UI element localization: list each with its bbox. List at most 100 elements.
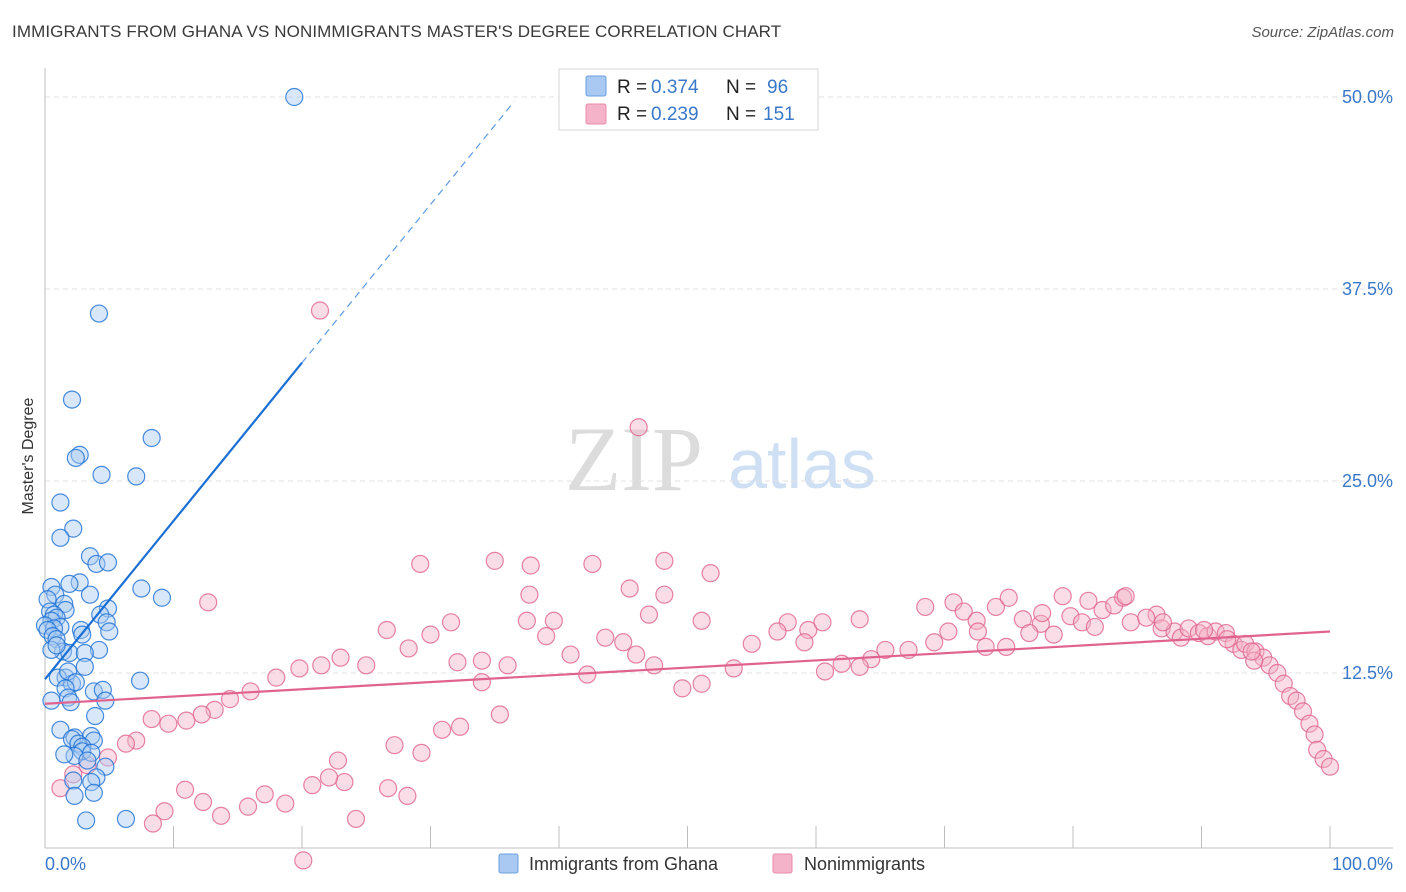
data-point: [82, 772, 101, 792]
legend-r-value-2: 0.239: [651, 104, 699, 125]
data-point: [537, 627, 556, 646]
data-point: [472, 673, 491, 692]
legend-n-label-1: N =: [726, 77, 756, 98]
ghana-trend-extension: [301, 101, 515, 364]
legend-swatch-ghana: [585, 75, 607, 97]
data-point: [1308, 740, 1327, 759]
data-point: [84, 783, 103, 802]
y-tick-label: 12.5%: [1342, 663, 1393, 683]
data-point: [411, 554, 430, 574]
legend-r-label-2: R =: [617, 104, 647, 125]
data-point: [42, 691, 61, 710]
data-point: [177, 711, 196, 730]
data-point: [1061, 607, 1080, 626]
data-point: [968, 622, 988, 641]
data-point: [1033, 603, 1052, 623]
data-point: [132, 579, 151, 598]
data-point: [127, 467, 146, 486]
data-point: [47, 636, 66, 655]
nonimmigrants-points: [51, 301, 1340, 870]
data-point: [701, 564, 720, 583]
data-point: [98, 553, 118, 572]
data-point: [876, 640, 895, 660]
data-point: [346, 809, 366, 829]
data-point: [294, 851, 313, 870]
data-point: [1287, 691, 1306, 710]
x-tick-label-min: 0.0%: [45, 854, 86, 874]
data-point: [795, 633, 814, 652]
y-axis-label: Master's Degree: [20, 397, 37, 514]
data-point: [116, 809, 136, 829]
data-point: [75, 643, 94, 663]
bottom-legend-swatch-nonimmigrants: [772, 853, 793, 874]
data-point: [916, 597, 935, 617]
data-point: [655, 551, 674, 570]
data-point: [66, 673, 85, 692]
data-point: [1020, 623, 1039, 643]
data-point: [143, 814, 163, 833]
data-point: [1320, 757, 1340, 776]
data-point: [378, 779, 398, 798]
data-point: [77, 811, 96, 830]
data-point: [421, 625, 440, 644]
data-point: [75, 657, 94, 676]
data-point: [954, 602, 973, 621]
data-point: [220, 690, 240, 709]
data-point: [521, 556, 540, 575]
data-point: [768, 622, 787, 641]
data-point: [399, 639, 418, 658]
data-point: [813, 613, 832, 632]
data-point: [51, 528, 70, 547]
data-point: [66, 448, 85, 468]
data-point: [193, 792, 213, 812]
data-point: [976, 637, 995, 656]
data-point: [1218, 630, 1237, 649]
data-point: [692, 674, 711, 693]
data-point: [276, 794, 295, 813]
data-point: [127, 731, 146, 750]
data-point: [175, 780, 195, 799]
data-point: [629, 418, 648, 437]
data-point: [335, 772, 354, 792]
data-point: [742, 634, 761, 653]
data-point: [1194, 620, 1214, 640]
data-point: [1171, 628, 1191, 647]
correlation-legend: R = 0.374 N = 96 R = 0.239 N = 151: [558, 68, 819, 131]
ghana-trend-line: [44, 362, 303, 680]
legend-swatch-nonimmigrants: [585, 103, 607, 125]
data-point: [724, 659, 743, 678]
data-point: [490, 705, 509, 724]
data-point: [1179, 619, 1198, 638]
data-point: [1268, 663, 1287, 683]
data-point: [986, 597, 1006, 617]
data-point: [432, 720, 452, 739]
data-point: [64, 771, 83, 790]
y-tick-label: 25.0%: [1342, 471, 1393, 491]
data-point: [673, 679, 692, 698]
data-point: [999, 588, 1018, 607]
data-point: [639, 605, 659, 624]
data-point: [377, 620, 396, 640]
y-tick-label: 37.5%: [1342, 279, 1393, 299]
data-point: [92, 465, 111, 484]
data-point: [130, 671, 150, 690]
axes: 0.0% 100.0%: [44, 68, 1393, 874]
data-point: [328, 751, 348, 770]
data-point: [142, 709, 161, 729]
data-point: [1153, 613, 1173, 632]
data-point: [517, 611, 536, 630]
data-point: [51, 493, 70, 512]
data-point: [89, 640, 109, 660]
data-point: [100, 622, 119, 641]
data-point: [78, 751, 97, 770]
data-point: [312, 656, 331, 675]
data-point: [472, 651, 491, 670]
watermark-zip: ZIP: [565, 408, 703, 510]
data-point: [65, 786, 84, 805]
data-point: [267, 668, 286, 687]
data-point: [93, 680, 112, 699]
data-point: [192, 705, 211, 724]
data-point: [1137, 608, 1156, 627]
data-point: [850, 610, 869, 629]
